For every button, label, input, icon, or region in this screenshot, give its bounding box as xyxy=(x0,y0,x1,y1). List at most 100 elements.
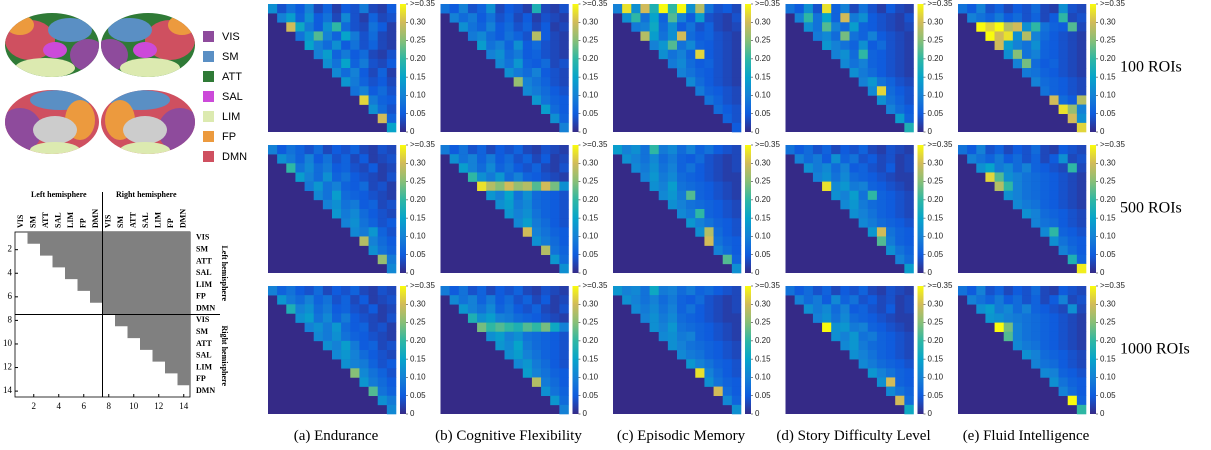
heatmap-cell xyxy=(550,13,559,22)
heatmap-cell xyxy=(341,191,350,200)
heatmap-cell xyxy=(1004,22,1013,31)
heatmap-cell xyxy=(840,200,849,209)
heatmap-cell xyxy=(378,323,387,332)
heatmap-cell xyxy=(895,50,904,59)
heatmap-cell xyxy=(369,31,378,40)
heatmap-cell xyxy=(378,332,387,341)
heatmap-cell xyxy=(822,286,831,295)
colorbar-label: 0.25 xyxy=(583,318,599,327)
legend-label: SM xyxy=(222,51,239,63)
heatmap-cell xyxy=(995,145,1004,154)
heatmap-cell xyxy=(341,350,350,359)
heatmap-cell xyxy=(1031,295,1040,304)
heatmap-cell xyxy=(341,172,350,181)
heatmap-cell xyxy=(1077,182,1086,191)
heatmap-cell xyxy=(831,41,840,50)
heatmap-cell xyxy=(677,172,686,181)
heatmap-cell xyxy=(523,68,532,77)
heatmap-cell xyxy=(459,22,468,31)
heatmap-cell xyxy=(323,200,332,209)
heatmap-cell xyxy=(450,4,459,13)
heatmap-cell xyxy=(686,200,695,209)
heatmap-cell xyxy=(505,209,514,218)
heatmap-cell xyxy=(495,13,504,22)
heatmap-cell xyxy=(1068,105,1077,114)
heatmap-cell xyxy=(868,22,877,31)
heatmap-cell xyxy=(1040,313,1049,322)
heatmap-cell xyxy=(541,304,550,313)
heatmap-cell xyxy=(532,368,541,377)
heatmap-cell xyxy=(1059,105,1068,114)
colorbar-label: 0.05 xyxy=(1100,391,1116,400)
heatmap-cell xyxy=(631,154,640,163)
heatmap-cell xyxy=(677,22,686,31)
column-caption: (e) Fluid Intelligence xyxy=(963,428,1090,444)
network-col-label: SM xyxy=(29,216,38,228)
heatmap-cell xyxy=(1004,13,1013,22)
heatmap-cell xyxy=(686,332,695,341)
heatmap-cell xyxy=(387,236,396,245)
heatmap-cell xyxy=(1077,22,1086,31)
heatmap-cell xyxy=(323,154,332,163)
heatmap-cell xyxy=(1077,209,1086,218)
heatmap-cell xyxy=(559,209,568,218)
network-col-label: DMN xyxy=(91,209,100,228)
heatmap-cell xyxy=(695,59,704,68)
heatmap-cell xyxy=(1013,59,1022,68)
heatmap-cell xyxy=(323,191,332,200)
colorbar-label: 0 xyxy=(928,127,933,136)
heatmap-cell xyxy=(468,31,477,40)
heatmap-cell xyxy=(840,22,849,31)
heatmap-cell xyxy=(1031,218,1040,227)
heatmap-cell xyxy=(523,191,532,200)
heatmap-cell xyxy=(895,227,904,236)
heatmap-cell xyxy=(850,332,859,341)
heatmap-cell xyxy=(868,163,877,172)
colorbar-label: 0.25 xyxy=(755,177,771,186)
heatmap-cell xyxy=(1031,31,1040,40)
heatmap-cell xyxy=(341,313,350,322)
heatmap-cell xyxy=(550,114,559,123)
heatmap-cell xyxy=(1077,323,1086,332)
heatmap-cell xyxy=(1059,50,1068,59)
heatmap-cell xyxy=(1077,86,1086,95)
heatmap-cell xyxy=(1022,341,1031,350)
heatmap-cell xyxy=(1059,59,1068,68)
heatmap-cell xyxy=(305,154,314,163)
colorbar-label: 0.20 xyxy=(928,195,944,204)
heatmap-cell xyxy=(341,341,350,350)
heatmap-cell xyxy=(314,154,323,163)
heatmap-cell xyxy=(350,341,359,350)
network-row-label: FP xyxy=(196,292,206,301)
heatmap-cell xyxy=(723,77,732,86)
heatmap-cell xyxy=(714,368,723,377)
heatmap-cell xyxy=(732,200,741,209)
heatmap-cell xyxy=(532,22,541,31)
heatmap-cell xyxy=(1013,191,1022,200)
heatmap-cell xyxy=(323,50,332,59)
heatmap-cell xyxy=(559,182,568,191)
network-row-label: FP xyxy=(196,374,206,383)
heatmap-cell xyxy=(822,22,831,31)
heatmap-cell xyxy=(1077,31,1086,40)
heatmap-cell xyxy=(813,4,822,13)
heatmap-cell xyxy=(695,50,704,59)
heatmap-cell xyxy=(1077,41,1086,50)
heatmap-cell xyxy=(323,31,332,40)
heatmap-cell xyxy=(387,227,396,236)
heatmap-cell xyxy=(514,31,523,40)
heatmap-cell xyxy=(541,163,550,172)
heatmap-cell xyxy=(895,246,904,255)
heatmap-cell xyxy=(1068,387,1077,396)
heatmap-cell xyxy=(295,31,304,40)
heatmap-cell xyxy=(904,31,913,40)
heatmap-cell xyxy=(1049,209,1058,218)
heatmap-cell xyxy=(732,95,741,104)
heatmap-cell xyxy=(1049,350,1058,359)
heatmap-cell xyxy=(314,22,323,31)
heatmap-cell xyxy=(831,50,840,59)
row-label: 1000 ROIs xyxy=(1120,341,1190,358)
heatmap-cell xyxy=(369,368,378,377)
heatmap-cell xyxy=(886,105,895,114)
heatmap-cell xyxy=(859,323,868,332)
